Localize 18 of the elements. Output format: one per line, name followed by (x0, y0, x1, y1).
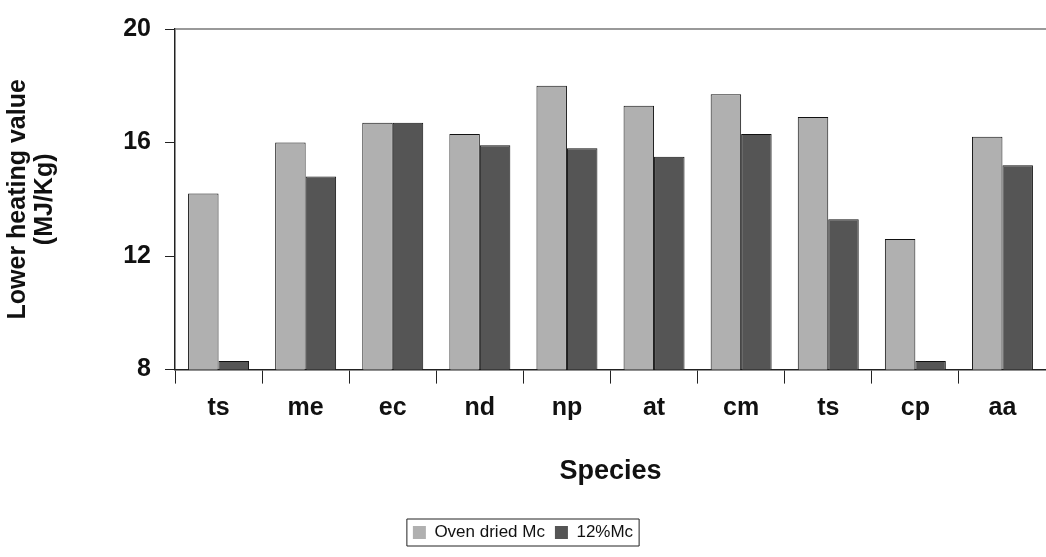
x-tick-label: np (551, 392, 583, 421)
y-tick-label: 20 (123, 12, 151, 41)
x-tick-label: aa (988, 392, 1018, 421)
x-tick-label: cp (900, 392, 930, 421)
y-tick-label: 16 (123, 126, 151, 155)
x-tick-label: ts (207, 392, 230, 421)
x-tick-label: at (642, 392, 666, 421)
x-tick-label: cm (723, 392, 760, 421)
x-tick-label: nd (464, 392, 496, 421)
legend-label: 12%Mc (576, 522, 634, 542)
x-axis-title: Species (559, 455, 662, 486)
x-tick-label: me (287, 392, 324, 421)
y-axis-title: Lower heating value (MJ/Kg) (1, 79, 58, 320)
x-tick-label: ec (378, 392, 407, 421)
y-tick-label: 8 (137, 353, 152, 382)
x-tick-label: ts (817, 392, 840, 421)
y-tick-label: 12 (123, 239, 151, 268)
legend-label: Oven dried Mc (434, 522, 546, 542)
